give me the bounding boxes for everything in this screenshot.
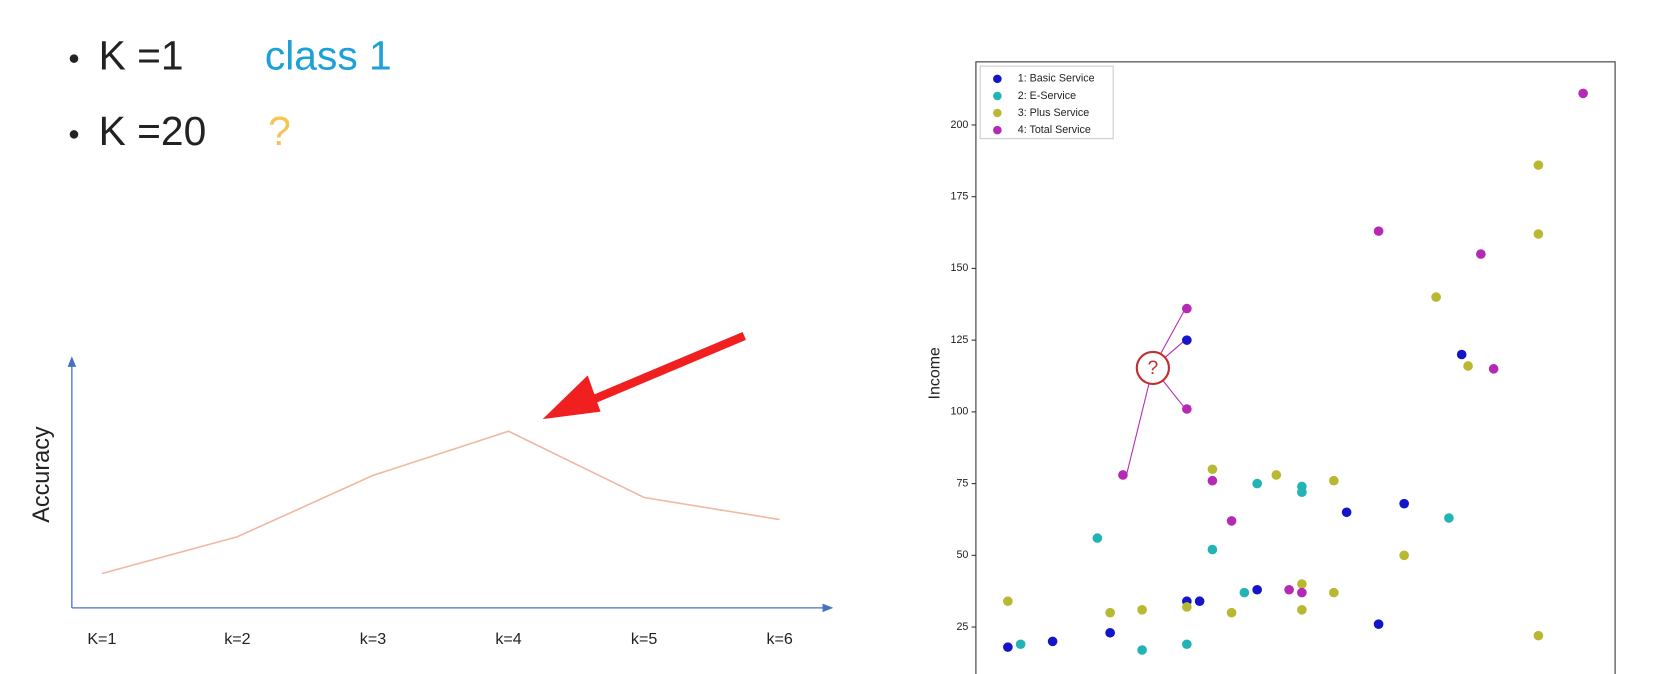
point [1207, 475, 1218, 486]
point [1003, 596, 1013, 607]
point [1284, 584, 1294, 595]
point [1226, 516, 1237, 526]
point [1207, 464, 1218, 475]
bullet-dot [69, 130, 79, 139]
bullet-dot [69, 54, 79, 63]
y-tick-label: 75 [956, 477, 968, 489]
legend-label: 3: Plus Service [1018, 107, 1090, 119]
point [1431, 292, 1441, 302]
bullet-label: K =1 [99, 32, 184, 78]
point [1329, 475, 1339, 486]
x-tick-label: k=3 [360, 630, 386, 648]
legend-marker [993, 125, 1002, 135]
legend-label: 4: Total Service [1018, 124, 1091, 136]
point [1252, 584, 1262, 595]
y-tick-label: 175 [951, 191, 969, 203]
point [1137, 645, 1147, 655]
point [1182, 639, 1192, 650]
y-axis-arrow [67, 356, 77, 367]
y-tick-label: 200 [951, 119, 969, 131]
legend-box [979, 65, 1114, 140]
point [1488, 364, 1499, 374]
point [1182, 602, 1192, 612]
plot-frame [975, 61, 1616, 674]
legend-marker [993, 108, 1002, 118]
point [1047, 636, 1058, 647]
point [1297, 605, 1307, 615]
point [1003, 642, 1013, 652]
point [1118, 470, 1128, 480]
legend-marker [993, 74, 1002, 84]
point [1182, 335, 1192, 345]
legend-label: 2: E-Service [1018, 90, 1076, 102]
annotation-badge: ? [1135, 350, 1171, 385]
point [1373, 619, 1384, 629]
point [1533, 160, 1544, 170]
point [1297, 587, 1307, 598]
point [1444, 513, 1454, 523]
point [1399, 550, 1409, 561]
legend-marker [993, 91, 1002, 101]
point [1015, 639, 1026, 650]
point [1399, 498, 1409, 509]
y-tick-label: 25 [956, 621, 968, 633]
bullet-label: K =20 [99, 108, 207, 154]
x-tick-label: k=2 [224, 630, 250, 648]
x-tick-label: k=4 [495, 630, 521, 648]
y-axis-label: Income [925, 347, 943, 400]
bullet-result: ? [268, 108, 291, 154]
point [1226, 607, 1237, 618]
annotation [1125, 309, 1186, 477]
legend-label: 1: Basic Service [1018, 73, 1095, 85]
y-tick-label: 150 [951, 262, 969, 274]
annotation-text: ? [1147, 358, 1158, 379]
point [1533, 630, 1544, 641]
point [1137, 605, 1147, 615]
y-tick-label: 50 [956, 549, 968, 561]
annotation-circle [1135, 350, 1171, 385]
point [1329, 587, 1339, 598]
x-axis-arrow [822, 603, 834, 613]
point [1207, 544, 1218, 555]
x-tick-label: K=1 [87, 630, 116, 648]
y-tick-label: 100 [951, 406, 969, 418]
x-tick-label: k=5 [631, 630, 657, 648]
bullets: K =1 class 1 K =20 ? [69, 32, 392, 154]
point [1182, 404, 1192, 414]
point [1341, 507, 1352, 518]
arrow-shaft [582, 332, 746, 408]
axes-left [67, 356, 834, 613]
point [1252, 478, 1262, 489]
point [1533, 229, 1544, 239]
point [1271, 470, 1282, 480]
annotation-line [1125, 367, 1154, 477]
point [1456, 349, 1467, 360]
arrow [542, 332, 746, 420]
point [1578, 88, 1588, 99]
point [1373, 226, 1384, 236]
point [1476, 249, 1486, 259]
point [1092, 533, 1103, 543]
accuracy-line [101, 430, 780, 575]
point [1297, 579, 1307, 589]
x-tick-label: k=6 [766, 630, 792, 648]
point [1105, 627, 1115, 638]
point [1194, 596, 1205, 607]
bullet-result: class 1 [265, 32, 392, 78]
point [1463, 361, 1473, 371]
point [1239, 587, 1250, 598]
point [1297, 487, 1307, 497]
y-axis-label: Accuracy [28, 426, 54, 523]
point [1105, 607, 1115, 618]
y-tick-label: 125 [951, 334, 969, 346]
arrow-head [542, 375, 601, 420]
point [1182, 303, 1192, 314]
